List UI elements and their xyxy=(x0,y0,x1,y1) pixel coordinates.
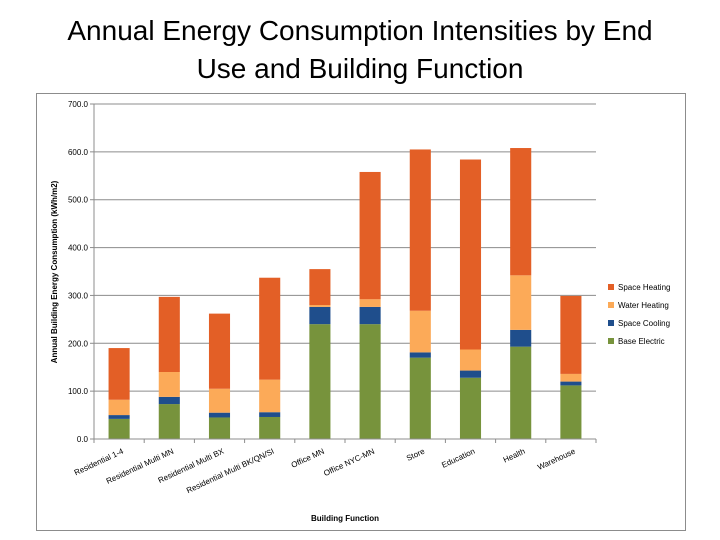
bar-segment-base-electric xyxy=(158,404,180,439)
bar-segment-space-heating xyxy=(459,159,482,350)
bar-segment-space-heating xyxy=(208,313,231,389)
bar-segment-space-cooling xyxy=(510,329,532,347)
x-axis-title: Building Function xyxy=(311,514,379,523)
bar-segment-space-heating xyxy=(158,296,180,372)
legend-label: Space Heating xyxy=(618,283,670,292)
bar-segment-base-electric xyxy=(510,346,532,439)
slide-title-line-1: Annual Energy Consumption Intensities by… xyxy=(67,15,653,46)
bar-segment-base-electric xyxy=(259,416,281,439)
bar-segment-space-cooling xyxy=(409,352,431,358)
bar-segment-base-electric xyxy=(208,417,231,439)
y-tick-label: 300.0 xyxy=(68,291,89,300)
x-category-label: Store xyxy=(405,446,427,462)
y-tick-label: 200.0 xyxy=(68,339,89,348)
bar-segment-base-electric xyxy=(409,357,431,439)
slide-title: Annual Energy Consumption Intensities by… xyxy=(0,12,720,88)
y-tick-label: 600.0 xyxy=(68,148,89,157)
legend-swatch xyxy=(608,284,614,290)
bar-segment-water-heating xyxy=(409,310,431,353)
x-category-label: Warehouse xyxy=(536,446,577,472)
bar-segment-space-heating xyxy=(560,295,582,374)
x-category-label: Office NYC-MN xyxy=(322,447,376,478)
bar-segment-space-heating xyxy=(309,269,331,305)
bar-segment-space-cooling xyxy=(359,306,381,325)
bar-segment-space-heating xyxy=(359,171,381,300)
slide-title-line-2: Use and Building Function xyxy=(196,53,524,84)
legend-label: Base Electric xyxy=(618,337,665,346)
x-category-label: Education xyxy=(440,447,476,470)
legend-swatch xyxy=(608,338,614,344)
bar-segment-base-electric xyxy=(359,324,381,439)
bar-segment-water-heating xyxy=(459,349,482,371)
y-axis-title: Annual Building Energy Consumption (kWh/… xyxy=(50,180,59,363)
legend: Space Heating Water Heating Space Cooling B… xyxy=(608,283,670,346)
x-category-label: Health xyxy=(502,447,527,465)
legend-label: Water Heating xyxy=(618,301,669,310)
x-category-label: Office MN xyxy=(290,447,326,470)
bar-segment-space-heating xyxy=(108,348,130,400)
bar-segment-space-cooling xyxy=(560,381,582,386)
bar-segment-water-heating xyxy=(108,399,130,416)
bar-segment-space-cooling xyxy=(259,412,281,417)
bar-segment-water-heating xyxy=(510,275,532,330)
bar-segment-space-cooling xyxy=(108,415,130,419)
legend-swatch xyxy=(608,320,614,326)
bar-segment-space-cooling xyxy=(309,306,331,325)
bar-segment-space-cooling xyxy=(459,370,482,378)
bar-segment-space-heating xyxy=(259,277,281,380)
y-tick-label: 500.0 xyxy=(68,196,89,205)
x-category-label: Residential Multi BK/QN/SI xyxy=(185,447,275,496)
bar-segment-water-heating xyxy=(259,379,281,413)
bar-segment-base-electric xyxy=(459,377,482,439)
bar-segment-water-heating xyxy=(158,372,180,397)
bar-segment-space-heating xyxy=(510,148,532,276)
bar-segment-base-electric xyxy=(309,324,331,439)
legend-swatch xyxy=(608,302,614,308)
y-tick-label: 100.0 xyxy=(68,387,89,396)
legend-label: Space Cooling xyxy=(618,319,670,328)
bar-segment-space-cooling xyxy=(208,412,231,418)
bar-segment-water-heating xyxy=(208,388,231,413)
bar-segment-base-electric xyxy=(108,418,130,439)
y-tick-label: 700.0 xyxy=(68,100,89,109)
y-tick-label: 0.0 xyxy=(77,435,89,444)
bar-segment-space-cooling xyxy=(158,396,180,405)
bar-segment-space-heating xyxy=(409,149,431,311)
bar-segment-water-heating xyxy=(309,305,331,307)
bar-segment-base-electric xyxy=(560,385,582,439)
bar-segment-water-heating xyxy=(359,299,381,307)
bars xyxy=(108,148,582,439)
y-tick-label: 400.0 xyxy=(68,244,89,253)
bar-segment-water-heating xyxy=(560,373,582,382)
